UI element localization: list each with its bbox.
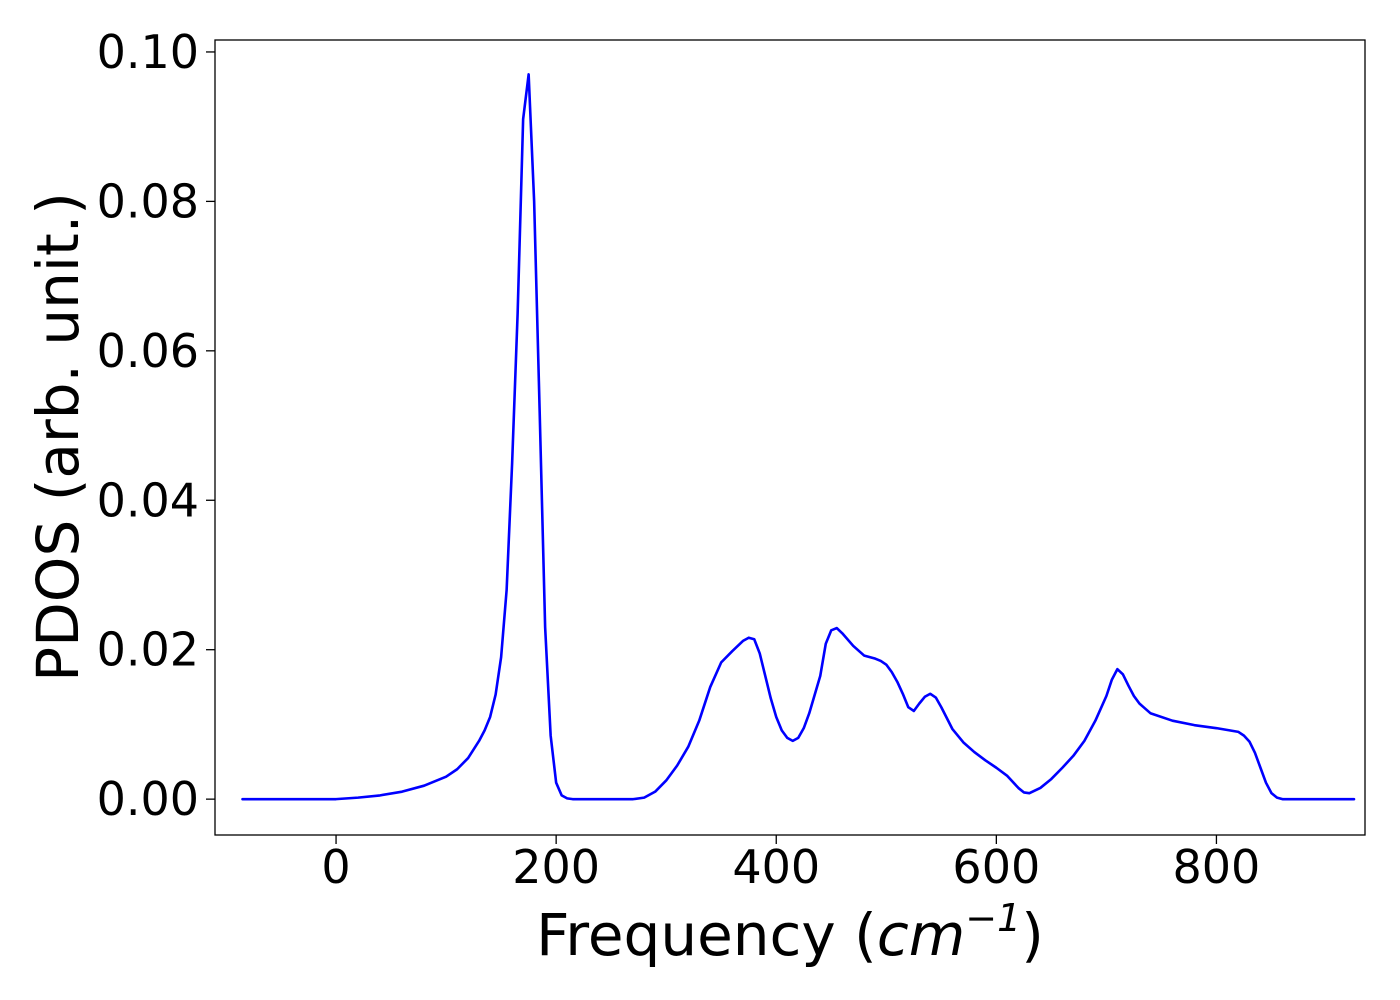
x-tick-label: 0 — [321, 840, 350, 894]
x-tick-label: 400 — [732, 840, 820, 894]
y-tick-label: 0.06 — [97, 324, 199, 378]
y-tick-label: 0.04 — [97, 473, 199, 527]
x-axis-label-suffix: ) — [1021, 901, 1044, 969]
x-tick-label: 800 — [1173, 840, 1261, 894]
x-axis-label-prefix: Frequency ( — [536, 901, 877, 969]
y-tick-label: 0.10 — [97, 25, 199, 79]
x-axis-label-symbol: cm — [877, 901, 965, 969]
x-axis: 0 200 400 600 800 — [321, 835, 1260, 894]
y-axis: 0.00 0.02 0.04 0.06 0.08 0.10 — [97, 25, 215, 826]
y-axis-label: PDOS (arb. unit.) — [24, 192, 92, 682]
x-tick-label: 600 — [952, 840, 1040, 894]
y-tick-label: 0.08 — [97, 174, 199, 228]
x-axis-label: Frequency (cm−1) — [536, 896, 1044, 969]
y-tick-label: 0.02 — [97, 623, 199, 677]
plot-frame — [214, 39, 1366, 836]
plot-area — [241, 73, 1356, 801]
series-line-0 — [241, 73, 1356, 801]
x-tick-label: 200 — [512, 840, 600, 894]
x-axis-label-exponent: −1 — [965, 896, 1021, 940]
y-tick-label: 0.00 — [97, 772, 199, 826]
